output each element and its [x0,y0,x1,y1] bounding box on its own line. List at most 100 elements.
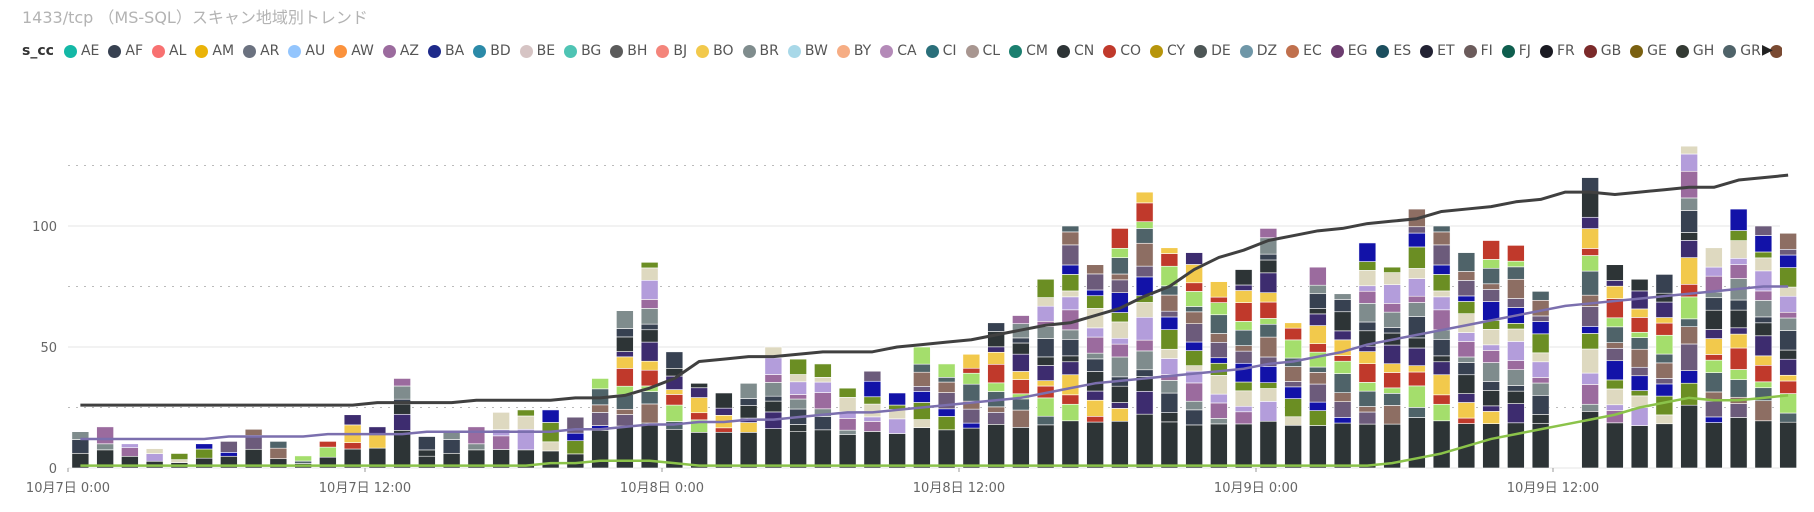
bar-segment [1408,371,1426,387]
bar-segment [1655,362,1674,379]
bar-segment [1185,365,1203,372]
bar-segment [665,404,684,422]
legend-item-ge[interactable]: GE [1630,43,1667,59]
legend-item-cm[interactable]: CM [1009,43,1048,59]
bar-stack [1606,264,1624,469]
legend-item-gr[interactable]: GR [1723,43,1761,59]
legend-item-aw[interactable]: AW [334,43,374,59]
legend-item-ba[interactable]: BA [428,43,464,59]
bar-segment [1185,424,1203,469]
bar-segment [1383,311,1401,328]
legend-item-af[interactable]: AF [108,43,143,59]
bar-segment [937,408,956,417]
legend-item-bj[interactable]: BJ [656,43,687,59]
bar-stack [1432,225,1451,469]
legend-item-az[interactable]: AZ [382,43,419,59]
bar-segment [1135,339,1154,352]
legend-label: BR [759,43,779,59]
legend-label: BW [804,43,828,59]
legend-item-bd[interactable]: BD [473,43,511,59]
legend-item-fi[interactable]: FI [1463,43,1493,59]
bar-segment [987,363,1005,384]
bar-segment [888,433,906,469]
bar-segment [1061,394,1080,405]
y-axis: 0 50 100 [32,220,57,477]
bar-segment [1309,293,1327,309]
bar-stack [1185,252,1203,469]
legend-item-am[interactable]: AM [195,43,234,59]
bar-segment [1630,308,1649,318]
legend-item-et[interactable]: ET [1420,43,1455,59]
legend-dot-icon [965,44,979,58]
legend-item-ca[interactable]: CA [880,43,917,59]
bar-segment [913,402,931,420]
legend-dot-icon [610,44,624,58]
bar-segment [1234,269,1253,286]
bar-segment [913,363,931,373]
bar-segment [1408,365,1426,373]
legend-item-fr[interactable]: FR [1539,43,1575,59]
legend-item-es[interactable]: ES [1376,43,1411,59]
legend-item-ci[interactable]: CI [925,43,957,59]
legend-item-ar[interactable]: AR [243,43,279,59]
legend-item-bo[interactable]: BO [696,43,734,59]
bar-segment [1630,390,1649,397]
legend-item-gb[interactable]: GB [1583,43,1621,59]
bar-segment [1210,393,1228,404]
bar-segment [1210,333,1228,343]
legend-item-br[interactable]: BR [742,43,779,59]
legend-next-arrow-icon[interactable]: ▶ [1762,42,1773,58]
bar-segment [1432,290,1451,298]
bar-segment [1531,377,1550,384]
bar-segment [814,363,832,378]
bar-segment [1507,422,1525,469]
legend-item-gt[interactable]: GT [1769,43,1782,59]
legend-item-ec[interactable]: EC [1286,43,1322,59]
bar-segment [913,346,931,365]
bar-segment [1383,266,1401,273]
bar-segment [665,351,684,369]
bar-segment [1234,411,1253,425]
bar-segment [863,421,882,432]
legend-item-gh[interactable]: GH [1675,43,1714,59]
bar-stack [195,443,213,469]
bar-segment [1408,268,1426,279]
legend-item-cn[interactable]: CN [1056,43,1094,59]
legend-item-bh[interactable]: BH [610,43,647,59]
bar-segment [715,427,733,433]
legend-item-cy[interactable]: CY [1149,43,1185,59]
legend-item-cl[interactable]: CL [965,43,1000,59]
bar-segment [1135,202,1154,223]
bar-stack [442,431,461,469]
legend-item-dz[interactable]: DZ [1239,43,1277,59]
bar-segment [987,412,1005,425]
legend-item-au[interactable]: AU [288,43,325,59]
legend-item-bg[interactable]: BG [564,43,601,59]
y-tick-label: 0 [49,462,57,477]
bar-segment [1606,404,1624,411]
legend-item-co[interactable]: CO [1103,43,1141,59]
legend-item-bw[interactable]: BW [787,43,828,59]
legend-dot-icon [742,44,756,58]
bar-segment [640,323,659,331]
bar-segment [1012,337,1030,344]
bar-stack [220,441,238,469]
bar-segment [294,455,312,462]
legend-item-eg[interactable]: EG [1330,43,1367,59]
trend-line-0 [80,173,1789,407]
legend-item-by[interactable]: BY [836,43,871,59]
bar-segment [566,432,585,442]
legend-item-ae[interactable]: AE [63,43,99,59]
bar-segment [1779,317,1797,331]
bar-segment [1779,267,1797,288]
bar-segment [1729,230,1748,241]
legend-item-al[interactable]: AL [152,43,186,59]
legend-item-de[interactable]: DE [1194,43,1231,59]
legend-item-be[interactable]: BE [519,43,555,59]
bar-segment [1457,356,1476,363]
bar-segment [1432,231,1451,246]
bar-segment [1581,384,1599,405]
bar-segment [1779,374,1797,382]
bar-stack [616,310,634,469]
legend-item-fj[interactable]: FJ [1501,43,1531,59]
